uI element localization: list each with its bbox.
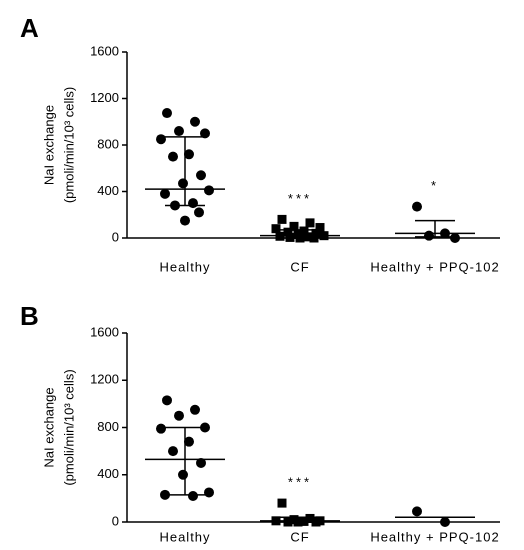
data-point	[200, 128, 210, 139]
data-point	[190, 404, 200, 415]
data-point	[277, 498, 287, 508]
data-point	[178, 469, 188, 480]
x-tick-label: Healthy	[159, 259, 210, 274]
data-point	[305, 513, 315, 523]
significance: ***	[288, 475, 312, 490]
data-point	[156, 423, 166, 434]
y-tick-label: 0	[112, 513, 119, 528]
data-point	[180, 215, 190, 226]
data-point	[174, 126, 184, 137]
data-point	[450, 233, 460, 243]
y-tick-label: 1600	[90, 43, 119, 58]
data-point	[174, 410, 184, 421]
data-point	[424, 230, 434, 241]
data-point	[204, 185, 214, 196]
y-tick-label: 1600	[90, 324, 119, 339]
data-point	[311, 228, 321, 238]
y-tick-label: 400	[97, 466, 119, 481]
data-point	[162, 108, 172, 119]
y-axis-unit: (pmoli/min/10³ cells)	[61, 87, 76, 203]
data-point	[156, 134, 166, 145]
data-point	[184, 149, 194, 160]
panel-label: B	[20, 301, 39, 331]
data-point	[315, 223, 325, 233]
significance: ***	[288, 191, 312, 206]
data-point	[196, 457, 206, 468]
data-point	[283, 227, 293, 237]
x-tick-label: Healthy + PPQ-102	[370, 529, 499, 544]
data-point	[194, 207, 204, 218]
data-point	[412, 506, 422, 517]
significance: *	[431, 178, 439, 193]
data-point	[188, 491, 198, 502]
data-point	[271, 224, 281, 234]
data-point	[299, 226, 309, 236]
data-point	[160, 188, 170, 199]
data-point	[168, 151, 178, 162]
data-point	[204, 487, 214, 498]
y-tick-label: 1200	[90, 90, 119, 105]
x-tick-label: Healthy	[159, 529, 210, 544]
data-point	[196, 170, 206, 181]
data-point	[277, 214, 287, 224]
y-tick-label: 1200	[90, 372, 119, 387]
data-point	[188, 198, 198, 209]
y-axis-unit: (pmoli/min/10³ cells)	[61, 369, 76, 485]
y-tick-label: 800	[97, 136, 119, 151]
data-point	[440, 517, 450, 527]
y-tick-label: 800	[97, 419, 119, 434]
data-point	[190, 116, 200, 127]
data-point	[168, 446, 178, 457]
y-tick-label: 400	[97, 183, 119, 198]
y-axis-label: NaI exchange	[41, 387, 56, 467]
data-point	[412, 201, 422, 212]
data-point	[305, 218, 315, 228]
x-tick-label: Healthy + PPQ-102	[370, 259, 499, 274]
y-axis-label: NaI exchange	[41, 105, 56, 185]
panel-label: A	[20, 13, 39, 43]
data-point	[162, 395, 172, 406]
data-point	[303, 232, 313, 242]
x-tick-label: CF	[290, 259, 309, 274]
data-point	[184, 436, 194, 447]
x-tick-label: CF	[290, 529, 309, 544]
data-point	[289, 221, 299, 231]
y-tick-label: 0	[112, 229, 119, 244]
data-point	[178, 178, 188, 189]
